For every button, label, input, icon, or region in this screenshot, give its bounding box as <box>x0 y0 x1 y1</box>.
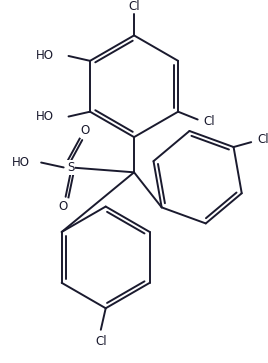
Text: HO: HO <box>36 49 54 62</box>
Text: O: O <box>58 200 67 213</box>
Text: O: O <box>81 124 90 137</box>
Text: Cl: Cl <box>257 133 268 146</box>
Text: Cl: Cl <box>204 115 215 128</box>
Text: Cl: Cl <box>128 0 140 13</box>
Text: HO: HO <box>12 156 29 169</box>
Text: S: S <box>67 161 74 174</box>
Text: HO: HO <box>36 110 54 123</box>
Text: Cl: Cl <box>95 335 107 348</box>
